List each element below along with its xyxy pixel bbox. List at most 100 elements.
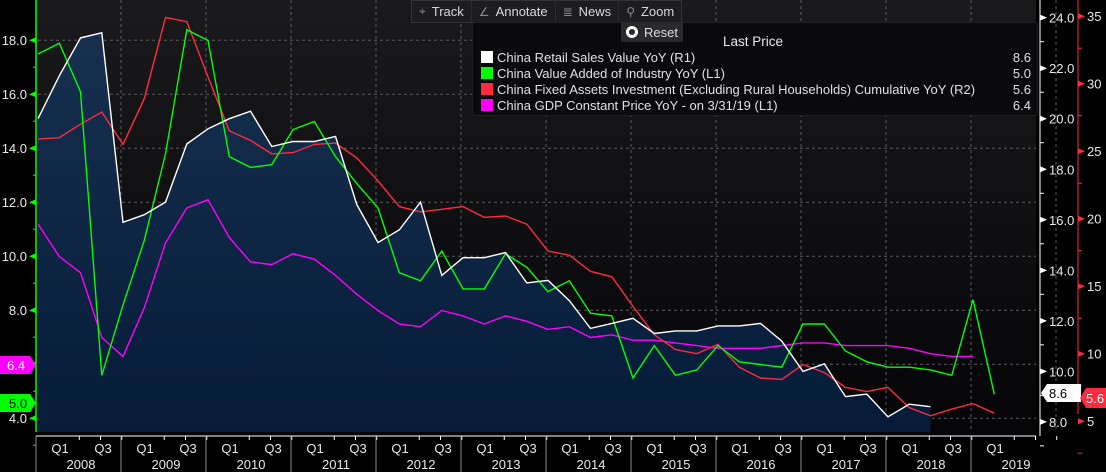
right1-tick-marker <box>1040 368 1047 375</box>
series-line-1 <box>37 28 995 395</box>
right2-tick-marker <box>1078 215 1085 222</box>
right2-tick-label: 30 <box>1087 77 1101 92</box>
right1-tick-marker <box>1040 65 1047 72</box>
legend-swatch <box>481 51 493 63</box>
left-tick-marker <box>29 91 36 98</box>
x-year-label: 2016 <box>747 457 776 472</box>
left-tick-marker <box>29 415 36 422</box>
x-year-label: 2014 <box>577 457 606 472</box>
right1-tick-label: 20.0 <box>1049 112 1074 127</box>
right2-tick-marker <box>1078 80 1085 87</box>
right2-tick-label: 15 <box>1087 279 1101 294</box>
x-tick-label: Q3 <box>774 441 791 456</box>
x-year-label: 2013 <box>492 457 521 472</box>
legend-label: China GDP Constant Price YoY - on 3/31/1… <box>497 97 778 113</box>
right2-tick-label: 25 <box>1087 144 1101 159</box>
right1-tick-label: 22.0 <box>1049 61 1074 76</box>
x-tick-label: Q3 <box>94 441 111 456</box>
x-year-label: 2010 <box>237 457 266 472</box>
gdp-last-tag: 6.4 <box>0 356 36 374</box>
left-tick-marker <box>29 253 36 260</box>
left-tick-label: 10.0 <box>2 249 27 264</box>
zoom-label: Zoom <box>640 4 675 19</box>
x-tick-label: Q1 <box>136 441 153 456</box>
x-tick-label: Q1 <box>391 441 408 456</box>
annotate-button[interactable]: ∠ Annotate <box>471 1 556 22</box>
right1-tick-label: 18.0 <box>1049 162 1074 177</box>
right1-tick-label: 14.0 <box>1049 263 1074 278</box>
right1-tick-label: 10.0 <box>1049 364 1074 379</box>
left-tick-label: 4.0 <box>9 411 27 426</box>
x-tick-label: Q3 <box>604 441 621 456</box>
reset-icon <box>626 26 639 38</box>
right-axis-r1: 8.0 10.0 12.0 14.0 16.0 18.0 20.0 22.0 24.0 <box>1039 0 1074 447</box>
legend-label: China Fixed Assets Investment (Excluding… <box>497 81 976 97</box>
annotate-label: Annotate <box>495 4 548 19</box>
left-tick-marker <box>29 199 36 206</box>
track-button[interactable]: ⌖ Track <box>412 1 472 22</box>
right-axis-r2: 5 10 15 20 25 30 35 <box>1077 0 1101 454</box>
x-tick-label: Q1 <box>731 441 748 456</box>
legend-value: 5.0 <box>1012 65 1031 81</box>
legend-row-fai[interactable]: China Fixed Assets Investment (Excluding… <box>481 81 1031 97</box>
legend-value: 6.4 <box>1012 97 1031 113</box>
left-tick-marker <box>29 145 36 152</box>
right2-tick-label: 5 <box>1087 414 1094 429</box>
legend-label: China Retail Sales Value YoY (R1) <box>497 49 696 65</box>
x-tick-label: Q3 <box>179 441 196 456</box>
x-tick-label: Q1 <box>561 441 578 456</box>
x-tick-label: Q1 <box>901 441 918 456</box>
x-year-label: 2011 <box>322 457 350 472</box>
right1-tick-marker <box>1040 166 1047 173</box>
industry-last-value: 5.0 <box>9 396 27 411</box>
x-year-label: 2008 <box>67 457 96 472</box>
x-tick-label: Q1 <box>986 441 1003 456</box>
right1-tick-marker <box>1040 418 1047 425</box>
legend-row-gdp[interactable]: China GDP Constant Price YoY - on 3/31/1… <box>481 97 1031 113</box>
x-year-label: 2018 <box>917 457 946 472</box>
crosshair-icon: ⌖ <box>419 4 426 18</box>
right1-tick-marker <box>1040 267 1047 274</box>
right1-tick-marker <box>1040 216 1047 223</box>
x-year-label: 2017 <box>832 457 861 472</box>
retail-last-value: 8.6 <box>1049 386 1067 401</box>
legend-row-retail[interactable]: China Retail Sales Value YoY (R1) 8.6 <box>481 49 1031 65</box>
legend-row-industry[interactable]: China Value Added of Industry YoY (L1) 5.… <box>481 65 1031 81</box>
right1-tick-marker <box>1040 317 1047 324</box>
right2-tick-marker <box>1078 283 1085 290</box>
right1-tick-label: 16.0 <box>1049 213 1074 228</box>
x-tick-label: Q3 <box>519 441 536 456</box>
reset-label: Reset <box>644 24 678 40</box>
right2-tick-label: 35 <box>1087 9 1101 24</box>
left-tick-label: 18.0 <box>2 33 27 48</box>
left-axis: 4.06.08.010.012.014.016.018.0 <box>2 0 37 446</box>
left-tick-marker <box>29 307 36 314</box>
x-tick-label: Q1 <box>51 441 68 456</box>
x-tick-label: Q1 <box>816 441 833 456</box>
gdp-last-value: 6.4 <box>7 358 25 373</box>
x-tick-label: Q3 <box>689 441 706 456</box>
news-button[interactable]: ≣ News <box>555 1 620 22</box>
x-tick-label: Q1 <box>306 441 323 456</box>
right1-tick-marker <box>1040 115 1047 122</box>
right1-tick-marker <box>1040 14 1047 21</box>
reset-button[interactable]: Reset <box>621 22 683 42</box>
right2-tick-marker <box>1078 350 1085 357</box>
legend-swatch <box>481 67 493 79</box>
industry-last-tag: 5.0 <box>0 394 36 412</box>
zoom-button[interactable]: ⚲ Zoom <box>619 1 682 22</box>
right2-tick-label: 10 <box>1087 347 1101 362</box>
x-tick-label: Q3 <box>859 441 876 456</box>
right1-tick-label: 8.0 <box>1049 415 1067 430</box>
x-year-label: 2012 <box>407 457 436 472</box>
x-tick-label: Q3 <box>264 441 281 456</box>
x-tick-label: Q3 <box>434 441 451 456</box>
legend-label: China Value Added of Industry YoY (L1) <box>497 65 725 81</box>
right2-tick-marker <box>1078 418 1085 425</box>
left-tick-label: 12.0 <box>2 195 27 210</box>
series-lines <box>37 16 995 418</box>
legend-value: 5.6 <box>1012 81 1031 97</box>
right2-tick-marker <box>1078 148 1085 155</box>
x-tick-label: Q1 <box>646 441 663 456</box>
